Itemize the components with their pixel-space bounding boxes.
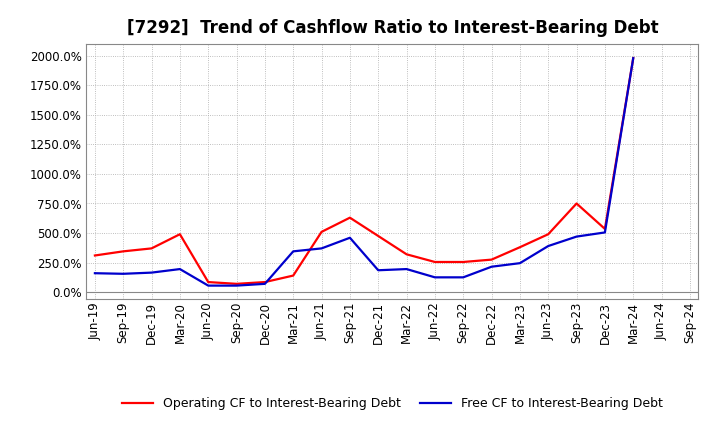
Operating CF to Interest-Bearing Debt [91, 253, 99, 258]
Operating CF to Interest-Bearing Debt [544, 231, 552, 237]
Operating CF to Interest-Bearing Debt [148, 246, 156, 251]
Free CF to Interest-Bearing Debt [544, 243, 552, 249]
Title: [7292]  Trend of Cashflow Ratio to Interest-Bearing Debt: [7292] Trend of Cashflow Ratio to Intere… [127, 19, 658, 37]
Free CF to Interest-Bearing Debt [346, 235, 354, 240]
Operating CF to Interest-Bearing Debt [289, 273, 297, 278]
Free CF to Interest-Bearing Debt [261, 281, 269, 286]
Operating CF to Interest-Bearing Debt [204, 279, 212, 285]
Free CF to Interest-Bearing Debt [516, 260, 524, 266]
Free CF to Interest-Bearing Debt [431, 275, 439, 280]
Free CF to Interest-Bearing Debt [176, 267, 184, 272]
Line: Free CF to Interest-Bearing Debt: Free CF to Interest-Bearing Debt [95, 58, 633, 286]
Free CF to Interest-Bearing Debt [318, 246, 326, 251]
Free CF to Interest-Bearing Debt [148, 270, 156, 275]
Operating CF to Interest-Bearing Debt [487, 257, 496, 262]
Operating CF to Interest-Bearing Debt [402, 252, 411, 257]
Operating CF to Interest-Bearing Debt [233, 281, 241, 286]
Free CF to Interest-Bearing Debt [374, 268, 382, 273]
Legend: Operating CF to Interest-Bearing Debt, Free CF to Interest-Bearing Debt: Operating CF to Interest-Bearing Debt, F… [117, 392, 668, 415]
Free CF to Interest-Bearing Debt [233, 283, 241, 288]
Operating CF to Interest-Bearing Debt [176, 231, 184, 237]
Operating CF to Interest-Bearing Debt [374, 233, 382, 238]
Operating CF to Interest-Bearing Debt [119, 249, 127, 254]
Line: Operating CF to Interest-Bearing Debt: Operating CF to Interest-Bearing Debt [95, 58, 633, 284]
Free CF to Interest-Bearing Debt [629, 55, 637, 61]
Operating CF to Interest-Bearing Debt [318, 229, 326, 235]
Free CF to Interest-Bearing Debt [204, 283, 212, 288]
Operating CF to Interest-Bearing Debt [516, 245, 524, 250]
Operating CF to Interest-Bearing Debt [346, 215, 354, 220]
Free CF to Interest-Bearing Debt [600, 230, 609, 235]
Free CF to Interest-Bearing Debt [572, 234, 581, 239]
Free CF to Interest-Bearing Debt [91, 271, 99, 276]
Operating CF to Interest-Bearing Debt [431, 259, 439, 264]
Free CF to Interest-Bearing Debt [119, 271, 127, 276]
Operating CF to Interest-Bearing Debt [459, 259, 467, 264]
Operating CF to Interest-Bearing Debt [261, 279, 269, 285]
Free CF to Interest-Bearing Debt [487, 264, 496, 269]
Free CF to Interest-Bearing Debt [289, 249, 297, 254]
Free CF to Interest-Bearing Debt [459, 275, 467, 280]
Operating CF to Interest-Bearing Debt [572, 201, 581, 206]
Free CF to Interest-Bearing Debt [402, 267, 411, 272]
Operating CF to Interest-Bearing Debt [629, 55, 637, 61]
Operating CF to Interest-Bearing Debt [600, 226, 609, 231]
